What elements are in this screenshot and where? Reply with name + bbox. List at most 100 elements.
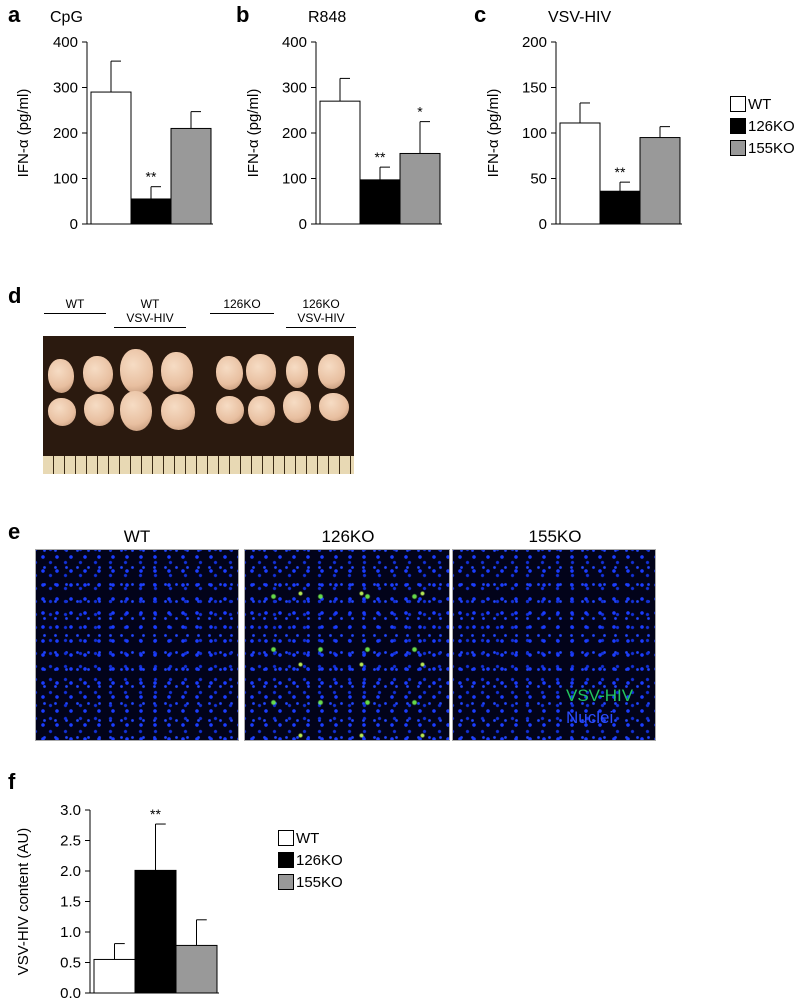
legend-item: 155KO xyxy=(730,137,798,159)
y-tick-label: 150 xyxy=(522,80,547,97)
y-tick-label: 2.5 xyxy=(60,833,81,850)
group-label-line1: WT xyxy=(140,297,160,311)
y-axis-label: VSV-HIV content (AU) xyxy=(15,828,32,976)
overlay-label-nuclei: Nuclei xyxy=(566,708,614,727)
legend-swatch-155ko xyxy=(730,140,746,156)
group-underline xyxy=(210,313,274,314)
significance-marker: ** xyxy=(615,164,626,180)
significance-marker: ** xyxy=(375,149,386,165)
tissue-sample xyxy=(120,391,152,431)
legend-label-wt: WT xyxy=(296,829,320,847)
tissue-sample xyxy=(286,356,308,388)
y-tick-label: 50 xyxy=(530,171,547,188)
panel-letter-d: d xyxy=(8,283,22,308)
tissue-sample xyxy=(120,349,153,394)
legend-item: 155KO xyxy=(278,871,378,893)
tissue-sample xyxy=(48,359,74,393)
legend-label-wt: WT xyxy=(748,95,772,113)
significance-marker: * xyxy=(417,104,423,120)
y-tick-label: 1.0 xyxy=(60,924,81,941)
bar-chart-vsv-hiv: VSV-HIV IFN-α (pg/ml) 0 50 100 150 200 ** xyxy=(485,9,682,233)
bar-126ko xyxy=(359,179,401,225)
group-label-wt-vsv-hiv: WT VSV-HIV xyxy=(114,297,186,328)
bar-155ko xyxy=(639,137,681,225)
tissue-sample xyxy=(319,393,349,421)
legend-label-126ko: 126KO xyxy=(296,851,343,869)
bar-126ko xyxy=(599,190,641,225)
tissue-sample xyxy=(283,391,311,423)
y-axis-label: IFN-α (pg/ml) xyxy=(15,89,32,178)
legend-swatch-wt xyxy=(730,96,746,112)
y-tick-label: 0.5 xyxy=(60,955,81,972)
bar-155ko xyxy=(399,152,441,225)
y-tick-label: 2.0 xyxy=(60,863,81,880)
group-label-line2: VSV-HIV xyxy=(297,311,345,325)
bar-wt xyxy=(559,122,601,225)
legend-label-155ko: 155KO xyxy=(296,873,343,891)
ruler xyxy=(43,456,354,474)
y-tick-label: 200 xyxy=(53,125,78,142)
legend-swatch-126ko xyxy=(730,118,746,134)
tissue-sample xyxy=(161,352,193,392)
legend-swatch-126ko xyxy=(278,852,294,868)
tissue-sample xyxy=(84,394,114,426)
bar-155ko xyxy=(175,944,218,994)
micro-label-wt: WT xyxy=(123,527,151,546)
significance-marker: ** xyxy=(150,806,161,822)
tissue-sample xyxy=(216,356,243,390)
group-label-line2: VSV-HIV xyxy=(126,311,174,325)
chart-title: VSV-HIV xyxy=(548,9,611,26)
legend-label-155ko: 155KO xyxy=(748,139,795,157)
y-tick-label: 0 xyxy=(299,216,307,233)
tissue-sample xyxy=(48,398,76,426)
tissue-photograph xyxy=(43,336,354,474)
legend-top: WT 126KO 155KO xyxy=(730,93,798,159)
y-axis-label: IFN-α (pg/ml) xyxy=(245,89,262,178)
bar-wt xyxy=(93,958,136,994)
group-label-line2: WT xyxy=(65,297,85,311)
y-tick-label: 300 xyxy=(282,80,307,97)
tissue-sample xyxy=(83,356,113,392)
micrograph-126ko xyxy=(244,549,450,741)
overlay-label-vsv-hiv: VSV-HIV xyxy=(566,686,634,705)
panel-letter-f: f xyxy=(8,769,16,794)
legend-bottom: WT 126KO 155KO xyxy=(278,827,378,893)
tissue-sample xyxy=(216,396,244,424)
tissue-sample xyxy=(248,396,275,426)
tissue-sample xyxy=(161,394,195,430)
bar-126ko xyxy=(130,198,172,225)
micrograph-wt xyxy=(35,549,239,741)
y-tick-label: 200 xyxy=(282,125,307,142)
tissue-sample xyxy=(246,354,276,390)
bar-155ko xyxy=(170,127,212,225)
significance-marker: ** xyxy=(146,169,157,185)
y-tick-label: 0 xyxy=(539,216,547,233)
group-label-line1: 126KO xyxy=(302,297,340,311)
group-label-126ko: 126KO xyxy=(210,297,274,314)
group-label-wt: WT xyxy=(44,297,106,314)
legend-swatch-155ko xyxy=(278,874,294,890)
tissue-sample xyxy=(318,354,345,389)
micro-label-126ko: 126KO xyxy=(321,527,375,546)
panel-letter-b: b xyxy=(236,2,250,27)
group-label-126ko-vsv-hiv: 126KO VSV-HIV xyxy=(286,297,356,328)
legend-item: WT xyxy=(730,93,798,115)
chart-title: CpG xyxy=(50,9,83,26)
panel-letter-e: e xyxy=(8,519,21,544)
y-tick-label: 400 xyxy=(282,34,307,51)
y-tick-label: 0 xyxy=(70,216,78,233)
micrograph-155ko: VSV-HIV Nuclei xyxy=(452,549,656,741)
legend-item: 126KO xyxy=(278,849,378,871)
bar-wt xyxy=(90,91,132,225)
bar-chart-vsv-hiv-content: VSV-HIV content (AU) 0.0 0.5 1.0 1.5 2.0 2.5 3.… xyxy=(15,802,219,1002)
group-label-line2: 126KO xyxy=(223,297,261,311)
legend-label-126ko: 126KO xyxy=(748,117,795,135)
legend-swatch-wt xyxy=(278,830,294,846)
y-tick-label: 3.0 xyxy=(60,802,81,819)
group-underline xyxy=(44,313,106,314)
y-axis-label: IFN-α (pg/ml) xyxy=(485,89,502,178)
chart-title: R848 xyxy=(308,9,346,26)
bar-wt xyxy=(319,100,361,225)
panel-letter-a: a xyxy=(8,2,21,27)
